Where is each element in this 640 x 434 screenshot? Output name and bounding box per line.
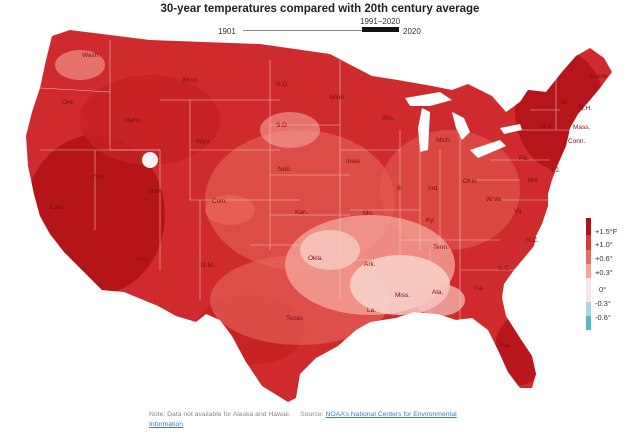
source-link[interactable]: NOAA’s National Centers for Environmenta… bbox=[325, 411, 457, 418]
state-label-ark: Ark. bbox=[364, 261, 376, 268]
state-label-minn: Minn. bbox=[330, 94, 346, 101]
state-label-ill: Ill. bbox=[397, 185, 404, 192]
state-label-wyo: Wyo. bbox=[196, 138, 211, 145]
timeline-range-label: 1991–2020 bbox=[360, 17, 401, 26]
state-label-ky: Ky. bbox=[426, 217, 435, 224]
state-label-la: La. bbox=[367, 307, 376, 314]
state-label-pa: Pa. bbox=[519, 155, 529, 162]
state-label-idaho: Idaho bbox=[124, 117, 141, 124]
color-legend: +1.5°F +1.0° +0.6° +0.3° 0° -0.3° -0.6° bbox=[586, 218, 640, 336]
source-label: Source: bbox=[300, 411, 324, 418]
state-label-tenn: Tenn. bbox=[433, 244, 449, 251]
legend-swatch-6 bbox=[586, 302, 591, 316]
state-label-md: Md. bbox=[528, 177, 539, 184]
state-label-va: Va. bbox=[514, 208, 523, 215]
state-label-sc: S.C. bbox=[498, 265, 511, 272]
state-label-conn: Conn. bbox=[568, 138, 586, 145]
state-label-ny: N.Y. bbox=[541, 123, 553, 130]
state-label-wash: Wash. bbox=[82, 52, 100, 59]
state-label-ohio: Ohio bbox=[463, 178, 477, 185]
chart-title: 30-year temperatures compared with 20th … bbox=[160, 3, 480, 15]
state-label-calif: Calif. bbox=[50, 204, 65, 211]
state-label-ga: Ga. bbox=[474, 285, 485, 292]
state-label-iowa: Iowa bbox=[346, 158, 360, 165]
footnote: Note: Data not available for Alaska and … bbox=[149, 410, 509, 430]
state-label-colo: Colo. bbox=[212, 198, 227, 205]
state-labels: Wash. Ore. Idaho Mont. N.D. Minn. S.D. W… bbox=[50, 52, 608, 349]
state-label-kan: Kan. bbox=[295, 209, 309, 216]
state-label-okla: Okla. bbox=[308, 255, 323, 262]
legend-swatch-4 bbox=[586, 264, 591, 278]
state-label-ind: Ind. bbox=[428, 185, 439, 192]
state-label-nm: N.M. bbox=[201, 262, 215, 269]
legend-label-3: +0.6° bbox=[595, 254, 613, 263]
state-borders bbox=[39, 40, 570, 330]
timeline-start-label: 1901 bbox=[218, 27, 236, 36]
state-label-fla: Fla. bbox=[500, 342, 511, 349]
state-label-maine: Maine bbox=[590, 73, 608, 80]
source-link-continued[interactable]: Information bbox=[149, 421, 184, 428]
legend-label-6: -0.3° bbox=[595, 299, 611, 308]
legend-label-2: +1.0° bbox=[595, 240, 613, 249]
state-label-ore: Ore. bbox=[62, 99, 75, 106]
state-label-miss: Miss. bbox=[395, 292, 410, 299]
state-label-utah: Utah bbox=[147, 188, 161, 195]
state-label-ala: Ala. bbox=[432, 289, 443, 296]
state-label-wis: Wis. bbox=[382, 115, 395, 122]
legend-label-4: +0.3° bbox=[595, 268, 613, 277]
legend-label-7: -0.6° bbox=[595, 313, 611, 322]
legend-swatch-5 bbox=[586, 278, 591, 302]
great-lakes bbox=[405, 92, 522, 158]
state-label-texas: Texas bbox=[286, 315, 304, 322]
note-text: Note: Data not available for Alaska and … bbox=[149, 411, 291, 418]
state-label-mich: Mich. bbox=[436, 137, 452, 144]
legend-label-1: +1.5°F bbox=[595, 227, 618, 236]
legend-swatch-2 bbox=[586, 235, 591, 250]
timeline-end-label: 2020 bbox=[403, 27, 421, 36]
state-label-neb: Neb. bbox=[278, 166, 292, 173]
state-label-nd: N.D. bbox=[276, 81, 289, 88]
legend-swatch-3 bbox=[586, 250, 591, 264]
state-label-sd: S.D. bbox=[276, 122, 289, 129]
timeline[interactable]: 1901 1991–2020 2020 bbox=[200, 17, 440, 36]
state-label-mo: Mo. bbox=[363, 210, 374, 217]
state-label-vt: Vt. bbox=[561, 99, 569, 106]
state-label-mont: Mont. bbox=[183, 77, 199, 84]
legend-label-5: 0° bbox=[599, 285, 607, 294]
timeline-range-handle[interactable] bbox=[362, 27, 399, 32]
state-label-ariz: Ariz. bbox=[136, 256, 149, 263]
state-label-nh: N.H. bbox=[579, 105, 592, 112]
state-label-mass: Mass. bbox=[573, 124, 591, 131]
state-label-nj: N.J. bbox=[549, 167, 561, 174]
state-label-nc: N.C. bbox=[526, 237, 539, 244]
timeline-track bbox=[243, 30, 399, 31]
state-label-wva: W.Va. bbox=[486, 196, 503, 203]
legend-swatch-1 bbox=[586, 218, 591, 235]
state-label-nev: Nev. bbox=[93, 173, 106, 180]
legend-swatch-7 bbox=[586, 316, 591, 330]
